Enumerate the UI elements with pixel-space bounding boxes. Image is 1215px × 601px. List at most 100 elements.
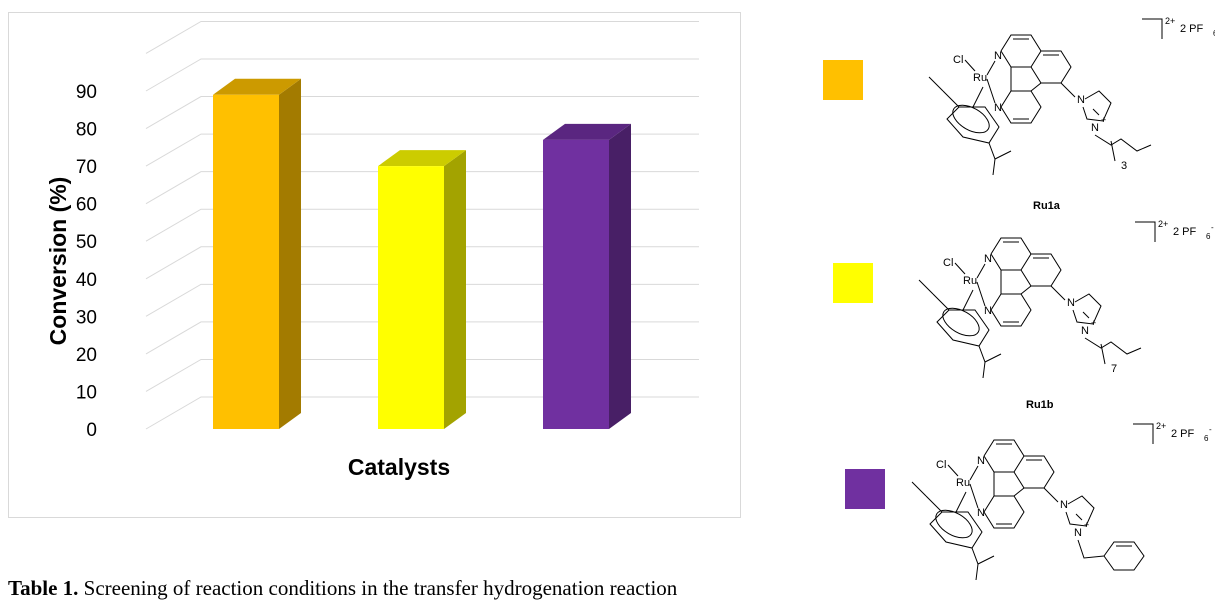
isopropyl — [992, 158, 996, 176]
bar-side — [444, 150, 466, 429]
bond — [1020, 285, 1032, 295]
chain-bracket — [1110, 140, 1116, 162]
y-tick-label: 80 — [76, 120, 97, 141]
isopropyl — [988, 142, 1012, 160]
bar-side — [609, 123, 631, 430]
ruthenium-atom: Ru — [973, 72, 987, 84]
ru-n-bond — [976, 281, 986, 307]
gridline — [145, 133, 699, 167]
nitrogen-atom: N — [977, 507, 985, 519]
gridline — [145, 58, 699, 92]
isopropyl — [982, 361, 986, 379]
structure-lines — [928, 18, 1163, 176]
ru-n-bond — [986, 78, 996, 104]
arene-ring — [942, 307, 980, 337]
gridline — [145, 171, 699, 205]
ring — [1000, 34, 1042, 68]
y-tick-label: 10 — [76, 382, 97, 403]
bar — [378, 166, 444, 429]
ru-arene-bond — [972, 86, 984, 108]
ring — [1013, 455, 1055, 489]
ru-cl-bond — [947, 464, 959, 477]
imidazolium-ring — [1072, 293, 1102, 325]
figure-caption: Table 1. Screening of reaction condition… — [8, 576, 677, 601]
arene-ring — [952, 104, 990, 134]
nitrogen-atom: N — [1060, 499, 1068, 511]
double-bond — [1075, 513, 1083, 521]
bar-top — [213, 78, 301, 95]
double-bond — [1092, 108, 1100, 116]
methyl — [911, 481, 927, 497]
gridline — [145, 358, 699, 392]
compound-label-ru1b: Ru1b — [1026, 399, 1054, 411]
isopropyl — [975, 563, 979, 581]
caption-label: Table 1. — [8, 576, 79, 600]
y-tick-label: 20 — [76, 345, 97, 366]
y-tick-label: 50 — [76, 232, 97, 253]
gridline — [145, 396, 699, 430]
chain-bracket — [1100, 343, 1106, 365]
bar-side — [279, 78, 301, 429]
chlorine-atom: Cl — [936, 459, 946, 471]
ru-n-bond — [969, 483, 979, 509]
gridline — [145, 321, 699, 355]
ru-arene-bond — [955, 491, 967, 513]
y-tick-label: 70 — [76, 157, 97, 178]
charge-bracket — [1133, 423, 1154, 444]
bar-chart: 0 10 20 30 40 50 60 70 80 90 Conversion (%) Catalys… — [45, 20, 699, 480]
nitrogen-atom: N — [1077, 94, 1085, 106]
y-axis-title: Conversion (%) — [45, 177, 71, 346]
ru-cl-bond — [964, 59, 976, 72]
ring — [1030, 50, 1072, 84]
nitrogen-atom: N — [984, 305, 992, 317]
ring — [1000, 90, 1042, 124]
charge-bracket — [1142, 18, 1163, 39]
y-tick-label: 40 — [76, 270, 97, 291]
alkyl-chain — [1094, 134, 1152, 152]
charge-label: 2+ — [1156, 421, 1166, 431]
caption-text: Screening of reaction conditions in the … — [78, 576, 678, 600]
y-tick-label: 60 — [76, 195, 97, 216]
arene-ring — [935, 509, 973, 539]
ring — [990, 237, 1032, 271]
ring — [983, 495, 1025, 529]
compound-label-ru1a: Ru1a — [1033, 200, 1060, 212]
nitrogen-atom: N — [1081, 325, 1089, 337]
charge-sign: + — [1084, 520, 1089, 530]
alkyl-chain — [1084, 337, 1142, 355]
chain-count: 7 — [1111, 363, 1117, 375]
bond — [1060, 82, 1076, 98]
chlorine-atom: Cl — [943, 257, 953, 269]
charge-sign: + — [1091, 318, 1096, 328]
nitrogen-atom: N — [984, 253, 992, 265]
y-tick-label: 0 — [86, 420, 97, 441]
gridline — [145, 283, 699, 317]
bar-top — [378, 150, 466, 167]
structure-lines — [918, 221, 1156, 379]
bond — [1013, 487, 1025, 497]
y-tick-label: 30 — [76, 307, 97, 328]
nitrogen-atom: N — [994, 102, 1002, 114]
counterion-subscript: 6 — [1204, 434, 1209, 443]
gridline — [145, 96, 699, 129]
counterion-subscript: 6 — [1213, 29, 1215, 38]
legend-swatch-ru1b — [833, 263, 873, 303]
counterion-superscript: - — [1209, 425, 1212, 434]
counterion-label: 2 PF — [1180, 23, 1204, 35]
double-bond — [1082, 311, 1090, 319]
bar — [543, 139, 609, 430]
bar-top — [543, 123, 631, 140]
x-axis-title: Catalysts — [348, 454, 450, 480]
counterion-subscript: 6 — [1206, 232, 1211, 241]
ruthenium-atom: Ru — [956, 477, 970, 489]
chain-count: 3 — [1121, 160, 1127, 172]
arene — [932, 293, 990, 347]
arene — [942, 90, 1000, 144]
y-tick-label: 90 — [76, 82, 97, 103]
gridline — [145, 246, 699, 280]
nitrogen-atom: N — [977, 455, 985, 467]
charge-bracket — [1135, 221, 1156, 242]
